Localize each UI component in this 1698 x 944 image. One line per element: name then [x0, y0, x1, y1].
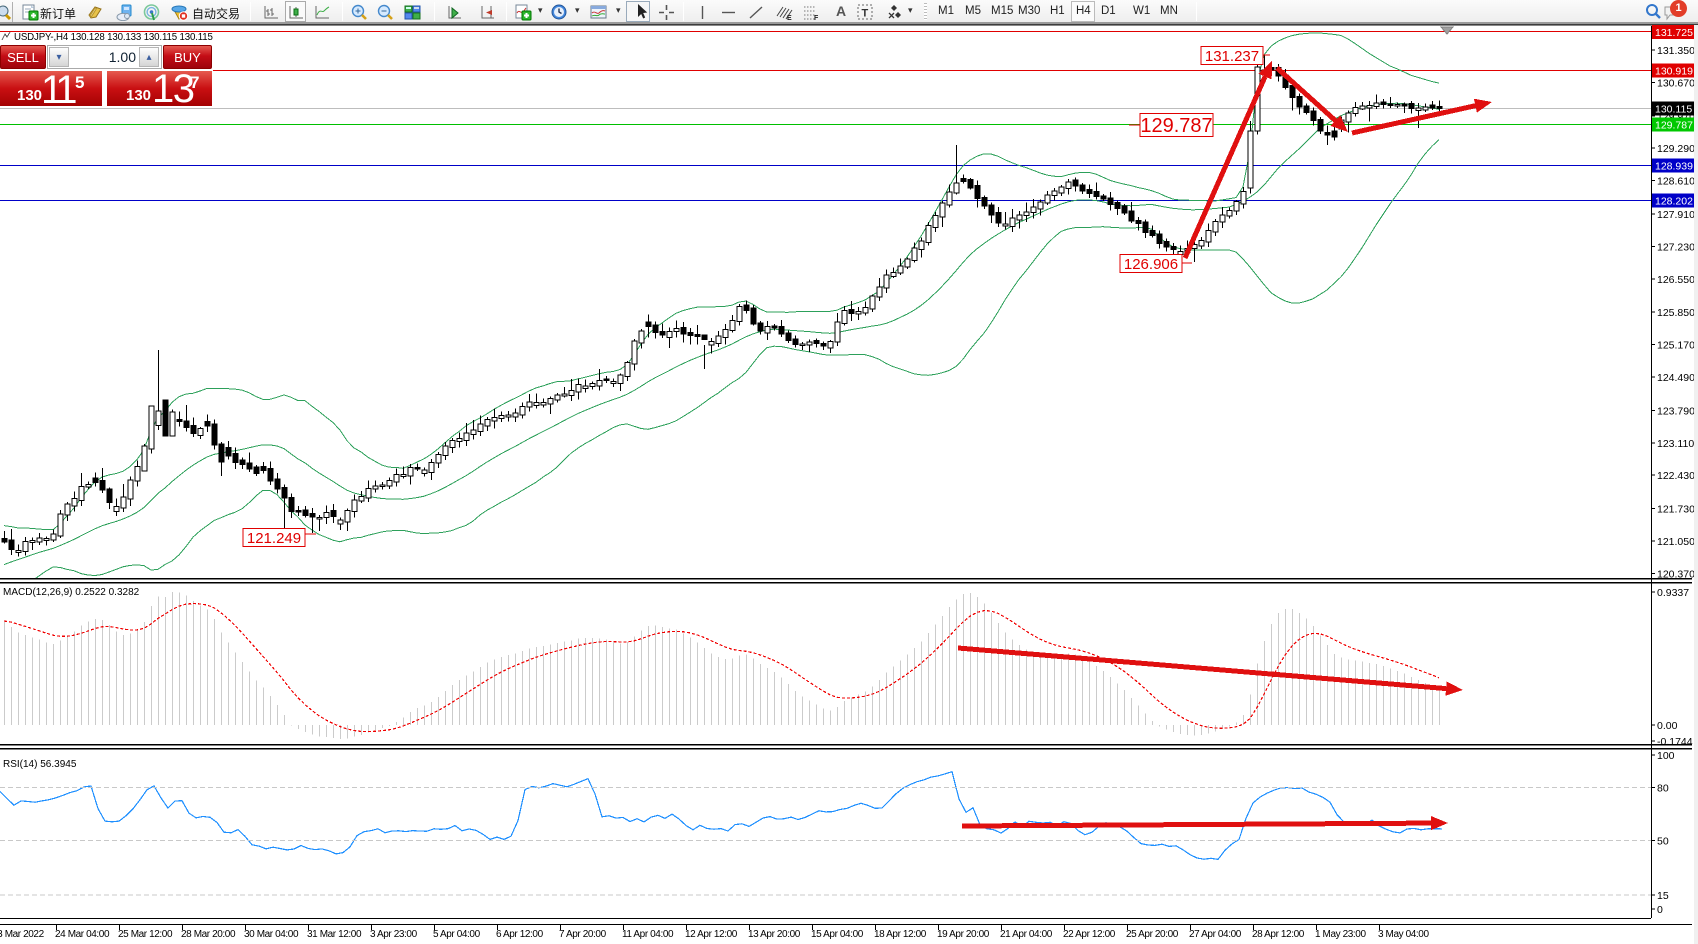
svg-text:131.725: 131.725 — [1655, 27, 1693, 39]
svg-text:28 Apr 12:00: 28 Apr 12:00 — [1252, 929, 1305, 940]
svg-text:12 Apr 12:00: 12 Apr 12:00 — [685, 929, 738, 940]
svg-text:120.370: 120.370 — [1657, 568, 1695, 580]
svg-text:129.787: 129.787 — [1140, 115, 1212, 137]
svg-text:25 Mar 12:00: 25 Mar 12:00 — [118, 929, 173, 940]
svg-text:24 Mar 04:00: 24 Mar 04:00 — [55, 929, 110, 940]
svg-text:126.906: 126.906 — [1124, 256, 1178, 273]
svg-text:130.115: 130.115 — [1655, 104, 1692, 116]
svg-text:131.350: 131.350 — [1657, 45, 1695, 57]
svg-text:13 Apr 20:00: 13 Apr 20:00 — [748, 929, 801, 940]
svg-text:27 Apr 04:00: 27 Apr 04:00 — [1189, 929, 1242, 940]
svg-text:7 Apr 20:00: 7 Apr 20:00 — [559, 929, 607, 940]
svg-text:F: F — [814, 15, 819, 21]
svg-text:22 Apr 12:00: 22 Apr 12:00 — [1063, 929, 1116, 940]
svg-text:0.00: 0.00 — [1657, 720, 1678, 732]
svg-text:-0.1744: -0.1744 — [1657, 736, 1693, 748]
svg-text:127.910: 127.910 — [1657, 209, 1695, 221]
svg-text:25 Apr 20:00: 25 Apr 20:00 — [1126, 929, 1179, 940]
svg-text:RSI(14) 56.3945: RSI(14) 56.3945 — [3, 759, 77, 770]
svg-text:3 May 04:00: 3 May 04:00 — [1378, 929, 1429, 940]
svg-text:125.850: 125.850 — [1657, 307, 1695, 319]
svg-text:18 Apr 12:00: 18 Apr 12:00 — [874, 929, 927, 940]
svg-text:127.230: 127.230 — [1657, 241, 1695, 253]
svg-text:15: 15 — [1657, 890, 1669, 902]
svg-text:126.550: 126.550 — [1657, 274, 1695, 286]
svg-text:31 Mar 12:00: 31 Mar 12:00 — [307, 929, 362, 940]
svg-text:5 Apr 04:00: 5 Apr 04:00 — [433, 929, 481, 940]
svg-text:124.490: 124.490 — [1657, 372, 1695, 384]
svg-text:1 May 23:00: 1 May 23:00 — [1315, 929, 1366, 940]
svg-text:MACD(12,26,9) 0.2522 0.3282: MACD(12,26,9) 0.2522 0.3282 — [3, 587, 140, 598]
svg-text:123.110: 123.110 — [1657, 438, 1694, 450]
svg-text:122.430: 122.430 — [1657, 470, 1695, 482]
svg-text:129.290: 129.290 — [1657, 143, 1695, 155]
svg-text:6 Apr 12:00: 6 Apr 12:00 — [496, 929, 544, 940]
svg-text:21 Apr 04:00: 21 Apr 04:00 — [1000, 929, 1053, 940]
svg-text:123.790: 123.790 — [1657, 405, 1695, 417]
svg-text:128.939: 128.939 — [1655, 161, 1693, 173]
svg-text:E: E — [787, 15, 792, 21]
svg-text:19 Apr 20:00: 19 Apr 20:00 — [937, 929, 990, 940]
svg-text:T: T — [862, 8, 869, 20]
svg-text:0.9337: 0.9337 — [1657, 587, 1689, 599]
svg-text:130.919: 130.919 — [1655, 66, 1693, 78]
svg-text:28 Mar 20:00: 28 Mar 20:00 — [181, 929, 236, 940]
svg-text:11 Apr 04:00: 11 Apr 04:00 — [622, 929, 674, 940]
svg-text:121.050: 121.050 — [1657, 536, 1695, 548]
svg-text:100: 100 — [1657, 750, 1675, 762]
svg-text:129.787: 129.787 — [1655, 120, 1693, 132]
svg-text:USDJPY-,H4 130.128 130.133 13: USDJPY-,H4 130.128 130.133 130.115 130.1… — [14, 32, 213, 43]
svg-text:121.730: 121.730 — [1657, 504, 1695, 516]
svg-text:15 Apr 04:00: 15 Apr 04:00 — [811, 929, 864, 940]
svg-text:50: 50 — [1657, 836, 1669, 848]
svg-text:30 Mar 04:00: 30 Mar 04:00 — [244, 929, 299, 940]
svg-text:23 Mar 2022: 23 Mar 2022 — [0, 929, 45, 940]
svg-text:128.202: 128.202 — [1655, 196, 1693, 208]
svg-text:131.237: 131.237 — [1205, 48, 1259, 65]
svg-text:130.670: 130.670 — [1657, 77, 1695, 89]
svg-text:3 Apr 23:00: 3 Apr 23:00 — [370, 929, 418, 940]
svg-text:125.170: 125.170 — [1657, 340, 1695, 352]
svg-text:121.249: 121.249 — [247, 530, 301, 547]
svg-text:80: 80 — [1657, 783, 1669, 795]
svg-text:0: 0 — [1657, 904, 1663, 916]
svg-text:128.610: 128.610 — [1657, 176, 1695, 188]
